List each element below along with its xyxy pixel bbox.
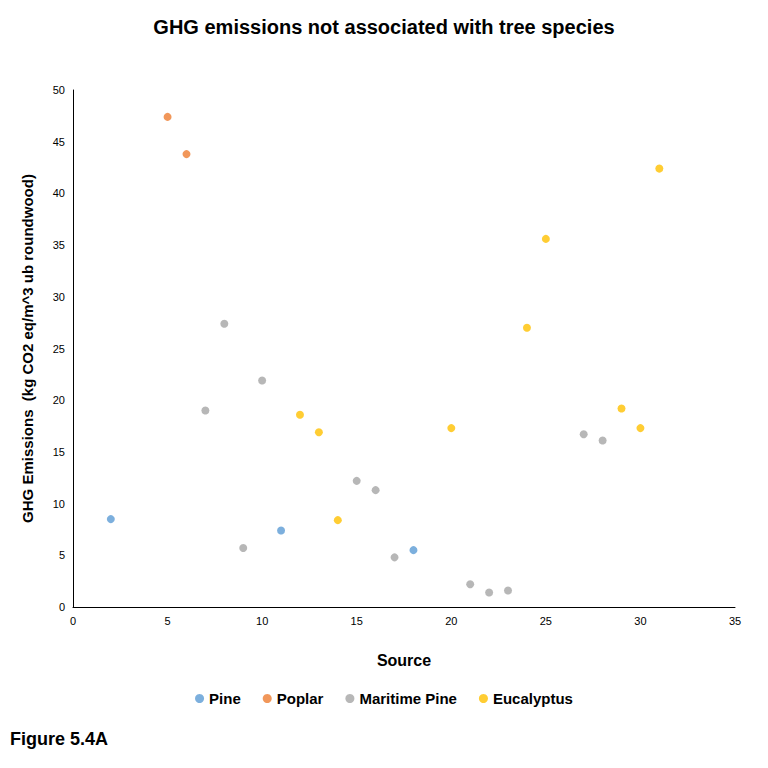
svg-text:10: 10 <box>53 498 65 510</box>
svg-text:25: 25 <box>53 343 65 355</box>
svg-text:25: 25 <box>540 615 552 627</box>
svg-text:0: 0 <box>70 615 76 627</box>
svg-text:Poplar: Poplar <box>277 690 324 707</box>
svg-text:Pine: Pine <box>209 690 241 707</box>
svg-text:10: 10 <box>256 615 268 627</box>
svg-text:50: 50 <box>53 84 65 96</box>
svg-text:5: 5 <box>59 549 65 561</box>
svg-text:20: 20 <box>53 394 65 406</box>
svg-text:40: 40 <box>53 187 65 199</box>
svg-text:Source: Source <box>377 652 431 669</box>
svg-text:Maritime Pine: Maritime Pine <box>359 690 457 707</box>
svg-text:Eucalyptus: Eucalyptus <box>493 690 573 707</box>
svg-text:Figure 5.4A: Figure 5.4A <box>10 729 108 749</box>
svg-text:GHG emissions not associated w: GHG emissions not associated with tree s… <box>153 16 614 38</box>
svg-text:15: 15 <box>53 446 65 458</box>
svg-text:0: 0 <box>59 601 65 613</box>
svg-text:30: 30 <box>53 291 65 303</box>
svg-text:5: 5 <box>165 615 171 627</box>
svg-text:45: 45 <box>53 136 65 148</box>
svg-text:30: 30 <box>634 615 646 627</box>
svg-text:GHG Emissions (kg CO2 eq/m^3: GHG Emissions (kg CO2 eq/m^3 ub roundwoo… <box>19 174 36 523</box>
svg-text:15: 15 <box>351 615 363 627</box>
svg-text:20: 20 <box>445 615 457 627</box>
svg-text:35: 35 <box>53 239 65 251</box>
svg-text:35: 35 <box>729 615 741 627</box>
